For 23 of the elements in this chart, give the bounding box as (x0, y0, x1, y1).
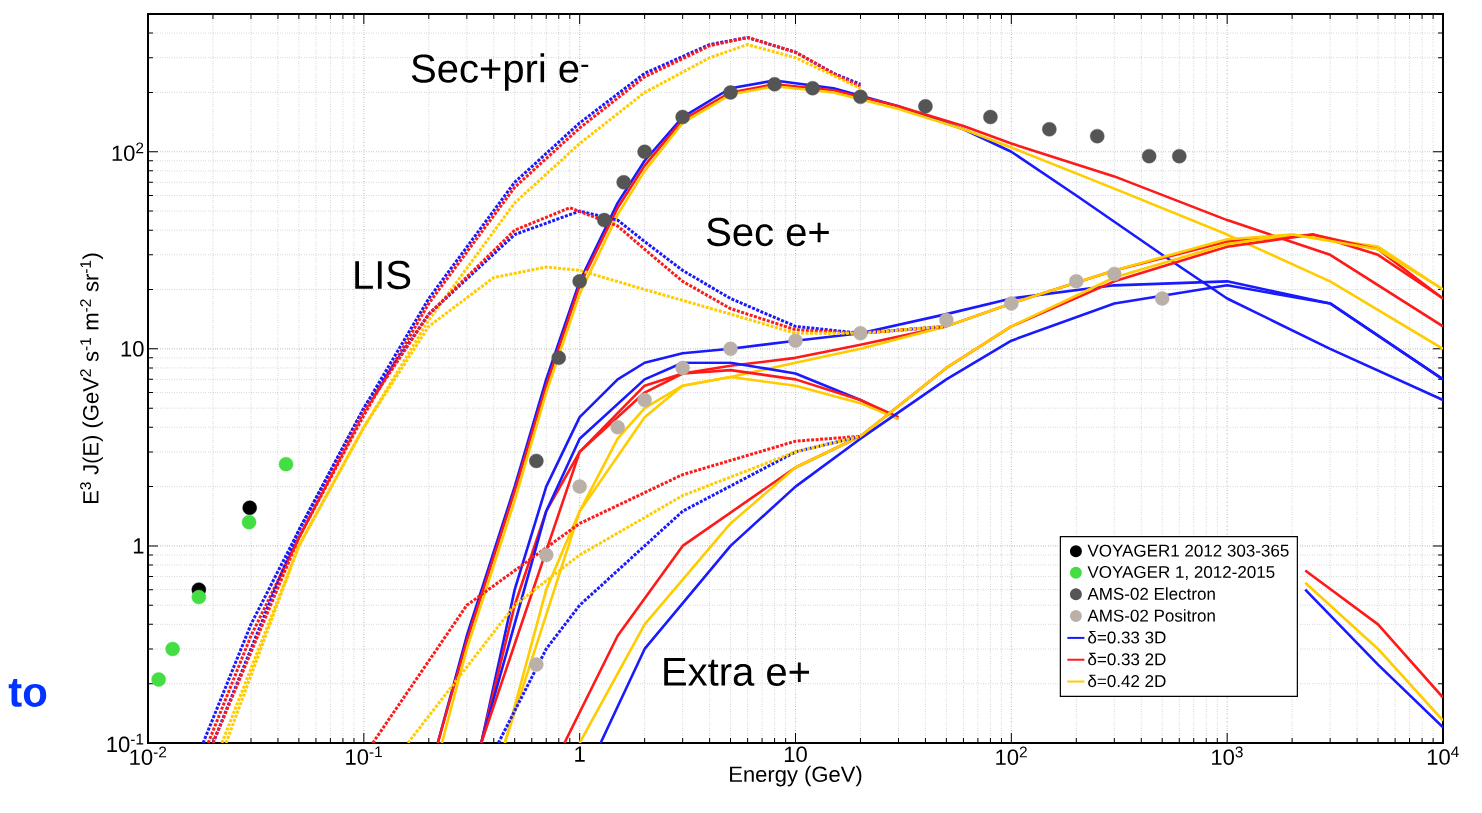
legend-label: δ=0.42 2D (1088, 674, 1166, 688)
legend-label: AMS-02 Electron (1087, 587, 1215, 600)
legend-label: δ=0.33 3D (1088, 631, 1166, 644)
x-axis-title: Energy (GeV) (730, 765, 862, 787)
x-tick-label: 10$^{3}$ (1212, 746, 1243, 766)
x-tick-label: 10$^{2}$ (996, 746, 1027, 766)
x-tick-label: 10 (784, 746, 807, 763)
legend-label: VOYAGER1 2012 303-365 (1087, 544, 1289, 557)
annotation: Sec e+ (706, 217, 829, 247)
legend-label: AMS-02 Positron (1087, 609, 1215, 622)
x-tick-label: 10$^{-1}$ (346, 746, 382, 765)
x-tick-label: 10$^{4}$ (1427, 746, 1459, 765)
text: to (8, 679, 47, 707)
x-tick-label: 1 (575, 746, 585, 762)
y-tick-label: 1 (133, 538, 144, 554)
y-tick-label: 10 (121, 341, 144, 357)
annotation: Sec+pri e$^{-}$ (411, 53, 589, 91)
legend-label: δ=0.33 2D (1088, 652, 1166, 666)
y-tick-label: 10$^{2}$ (112, 142, 144, 161)
text: E$^{3}$ J(E) (GeV$^{2}$ s$^{-1}$ m$^{-2}$ sr$^{-1}$) (80, 253, 103, 503)
legend-label: VOYAGER 1, 2012-2015 (1087, 566, 1275, 581)
annotation: Extra e+ (664, 658, 810, 686)
annotation: LIS (355, 260, 411, 290)
